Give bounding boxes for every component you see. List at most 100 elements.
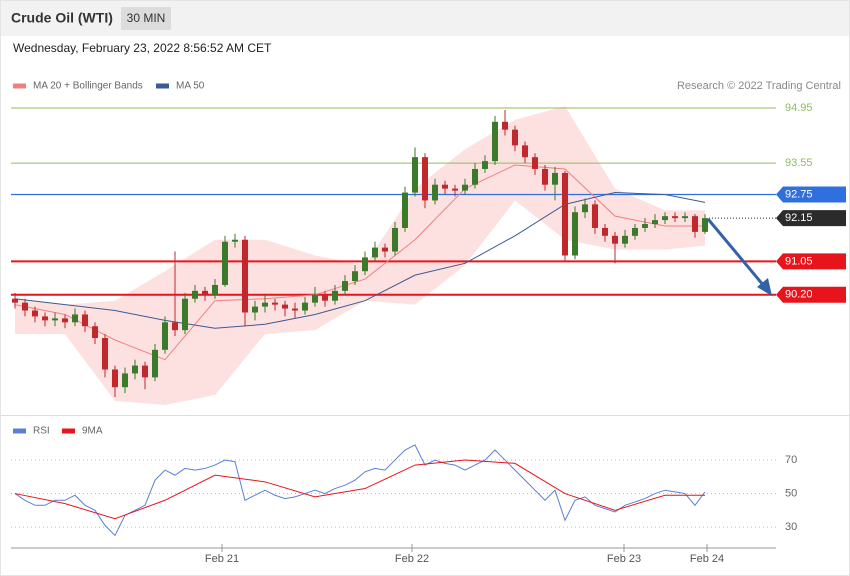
candle-body (472, 168, 478, 185)
candle-body (542, 168, 548, 185)
legend-swatch (13, 428, 26, 434)
y-tick-label: 50 (785, 487, 797, 499)
candle-body (152, 349, 158, 378)
candle-body (42, 316, 48, 321)
candle-body (302, 302, 308, 311)
candle-body (92, 326, 98, 339)
candle-body (462, 184, 468, 191)
legend-swatch (156, 83, 169, 89)
candle-body (602, 227, 608, 236)
subtitle: Wednesday, February 23, 2022 8:56:52 AM … (13, 41, 272, 55)
candle-body (672, 216, 678, 219)
level-tag (776, 286, 846, 303)
candle-body (402, 192, 408, 228)
candle-body (172, 322, 178, 331)
candle-body (192, 290, 198, 299)
candle-body (322, 294, 328, 301)
candle-body (102, 338, 108, 370)
candle-body (62, 318, 68, 323)
candle-body (352, 271, 358, 282)
candle-body (422, 157, 428, 201)
x-tick-label: Feb 24 (690, 553, 724, 565)
level-tag (776, 210, 846, 227)
candle-body (202, 290, 208, 295)
level-tag (776, 186, 846, 203)
legend-label: 9MA (82, 426, 103, 437)
chart-title: Crude Oil (WTI) (11, 10, 113, 26)
rsi-ma-line (14, 459, 705, 520)
candle-body (182, 298, 188, 331)
interval-box (121, 7, 171, 30)
candle-body (232, 239, 238, 242)
legend-label: MA 20 + Bollinger Bands (33, 81, 143, 92)
candle-body (432, 184, 438, 201)
candle-body (22, 302, 28, 311)
level-label: 93.55 (785, 157, 813, 169)
candle-body (482, 161, 488, 169)
candle-body (252, 306, 258, 313)
ma20-line (14, 164, 705, 361)
candle-body (622, 235, 628, 244)
candle-body (562, 172, 568, 256)
candle-body (572, 212, 578, 256)
candle-body (582, 204, 588, 213)
rsi-line (14, 444, 706, 537)
forecast-arrow (706, 218, 772, 296)
candle-body (372, 247, 378, 258)
ma50-line (14, 192, 706, 329)
level-tag (776, 253, 846, 270)
candle-body (262, 302, 268, 307)
candle-body (682, 216, 688, 219)
candle-body (632, 227, 638, 236)
x-tick-label: Feb 22 (395, 553, 429, 565)
candle-body (502, 121, 508, 130)
plot: 94.95 93.55 92.75 92.15 91.05 90.20 MA 20 + Bo… (11, 81, 846, 565)
candle-body (412, 157, 418, 193)
level-label: 92.15 (785, 212, 813, 224)
arrow-shaft (706, 218, 766, 287)
candle-body (652, 220, 658, 225)
level-label: 92.75 (785, 188, 813, 200)
candle-body (282, 304, 288, 309)
candle-body (272, 302, 278, 305)
candle-body (492, 121, 498, 162)
candle-body (362, 257, 368, 272)
candle-body (112, 369, 118, 388)
candle-body (452, 188, 458, 191)
candle-body (242, 239, 248, 313)
interval: 30 MIN (127, 11, 166, 25)
legend-swatch (62, 428, 75, 434)
legend-label: RSI (33, 426, 50, 437)
level-label: 90.20 (785, 289, 813, 301)
candle-body (142, 365, 148, 378)
legend-label: MA 50 (176, 81, 205, 92)
candle-body (442, 184, 448, 189)
candle-body (702, 218, 708, 232)
candle-body (692, 216, 698, 232)
candle-body (292, 308, 298, 311)
candle-body (512, 129, 518, 146)
candle-body (532, 157, 538, 169)
legend-swatch (13, 83, 26, 89)
candle-body (312, 294, 318, 303)
candle-body (342, 281, 348, 291)
candle-body (642, 224, 648, 228)
level-label: 91.05 (785, 255, 813, 267)
x-tick-label: Feb 23 (607, 553, 641, 565)
candle-body (222, 241, 228, 285)
candle-body (552, 172, 558, 185)
candle-body (52, 318, 58, 321)
x-tick-label: Feb 21 (205, 553, 239, 565)
candle-body (392, 227, 398, 252)
candle-body (122, 373, 128, 388)
candle-body (212, 284, 218, 295)
candle-body (32, 310, 38, 317)
arrow-head (757, 278, 772, 296)
candle-body (72, 314, 78, 323)
candle-body (82, 314, 88, 327)
y-tick-label: 70 (785, 454, 797, 466)
candle-body (332, 290, 338, 301)
y-tick-label: 30 (785, 521, 797, 533)
credit: Research © 2022 Trading Central (677, 80, 841, 92)
